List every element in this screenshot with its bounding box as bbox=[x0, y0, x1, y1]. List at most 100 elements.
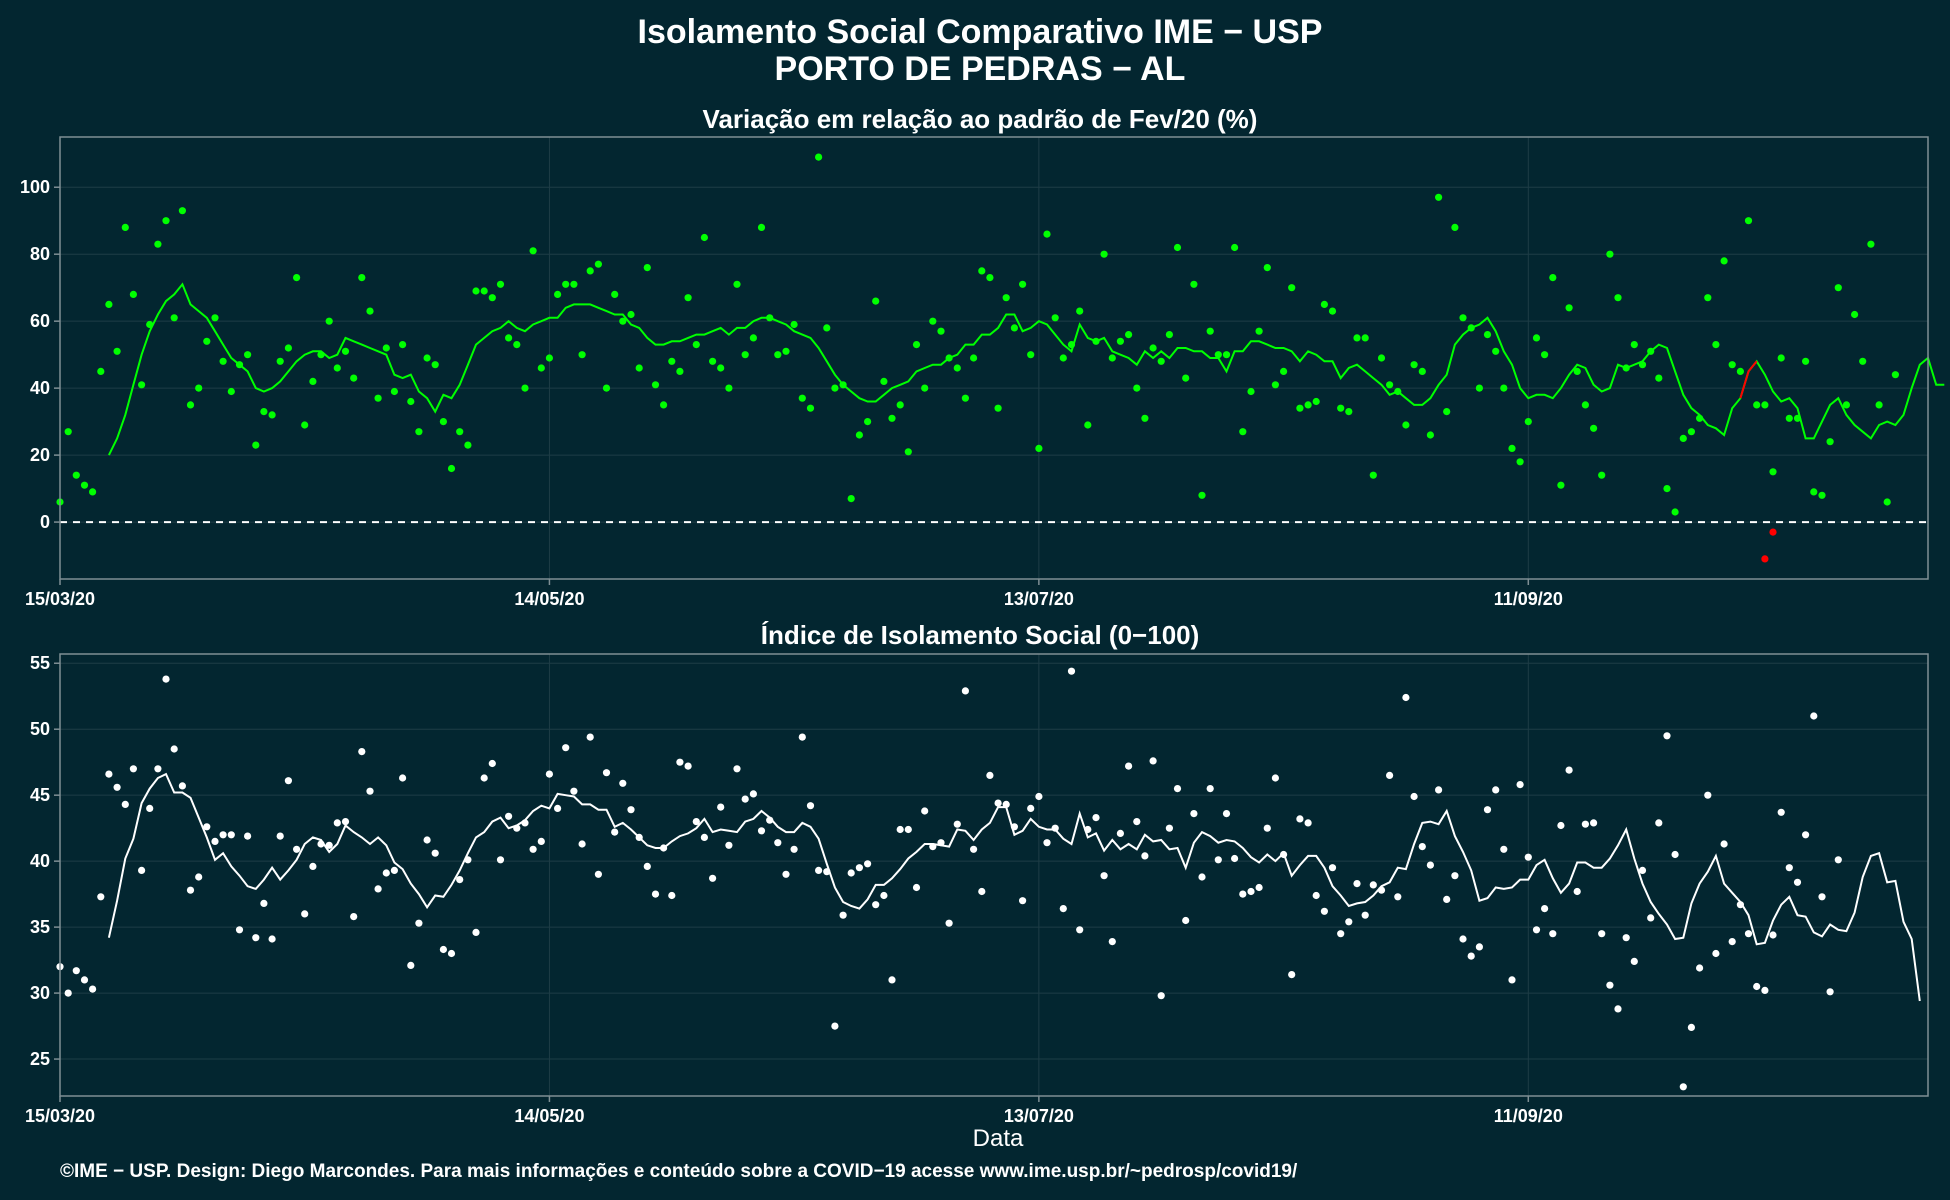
data-point bbox=[480, 774, 488, 782]
data-point bbox=[1638, 866, 1647, 875]
data-point bbox=[1704, 791, 1712, 799]
data-point bbox=[700, 833, 709, 842]
data-point bbox=[1043, 839, 1051, 847]
data-point bbox=[1671, 850, 1679, 859]
data-point bbox=[562, 744, 570, 752]
bottom-panel-title: Índice de Isolamento Social (0−100) bbox=[761, 620, 1200, 650]
data-point bbox=[978, 267, 986, 275]
data-point bbox=[749, 334, 758, 342]
data-point bbox=[537, 837, 545, 846]
x-tick-label: 11/09/20 bbox=[1494, 1106, 1563, 1126]
data-point bbox=[121, 800, 129, 809]
data-point bbox=[1524, 418, 1532, 426]
data-point bbox=[1834, 284, 1842, 292]
data-point bbox=[806, 802, 815, 810]
data-point bbox=[195, 873, 203, 881]
data-point bbox=[154, 765, 162, 773]
data-point bbox=[1704, 294, 1712, 302]
data-point bbox=[684, 294, 692, 302]
data-point bbox=[382, 869, 390, 877]
data-point bbox=[1606, 250, 1614, 258]
data-point bbox=[1288, 284, 1296, 292]
data-point bbox=[1475, 384, 1483, 392]
data-point bbox=[757, 223, 766, 231]
y-tick-label: 0 bbox=[40, 512, 50, 532]
data-point bbox=[1647, 914, 1655, 922]
data-point bbox=[872, 901, 880, 909]
data-point bbox=[350, 374, 358, 382]
data-point bbox=[864, 418, 872, 426]
data-point bbox=[1818, 491, 1826, 499]
data-point bbox=[1679, 434, 1687, 442]
data-point bbox=[904, 825, 912, 834]
data-point bbox=[113, 347, 121, 355]
data-point bbox=[1125, 331, 1133, 339]
data-point bbox=[1647, 347, 1655, 355]
data-point bbox=[1443, 895, 1451, 904]
x-tick-label: 14/05/20 bbox=[514, 1106, 584, 1126]
data-point bbox=[1508, 444, 1516, 452]
data-point bbox=[1206, 785, 1214, 793]
data-point bbox=[790, 320, 798, 329]
data-point bbox=[1386, 771, 1394, 780]
data-point bbox=[676, 758, 684, 766]
data-point bbox=[1826, 988, 1834, 996]
data-point bbox=[1125, 762, 1133, 770]
data-point bbox=[309, 377, 317, 385]
y-tick-label: 100 bbox=[20, 177, 50, 197]
data-point bbox=[211, 314, 219, 322]
data-point bbox=[1165, 331, 1173, 339]
chart-title-line2: PORTO DE PEDRAS − AL bbox=[775, 50, 1186, 88]
data-point bbox=[1565, 766, 1573, 774]
data-point bbox=[1116, 829, 1124, 838]
data-point bbox=[839, 381, 847, 389]
data-point bbox=[1059, 354, 1067, 362]
data-point bbox=[1263, 264, 1271, 272]
data-point bbox=[1255, 883, 1263, 892]
data-point bbox=[1687, 428, 1695, 436]
data-point bbox=[1753, 982, 1761, 991]
data-point bbox=[872, 297, 880, 305]
data-point bbox=[660, 844, 668, 852]
data-point bbox=[1867, 240, 1875, 248]
data-point bbox=[170, 314, 178, 322]
data-point bbox=[562, 280, 570, 288]
data-point bbox=[1035, 444, 1043, 452]
data-point bbox=[594, 260, 603, 268]
data-point bbox=[399, 774, 407, 782]
data-point bbox=[1092, 814, 1100, 822]
data-point bbox=[660, 401, 668, 409]
data-point bbox=[1769, 468, 1777, 476]
data-point bbox=[505, 334, 513, 342]
data-point bbox=[994, 404, 1002, 412]
data-point bbox=[733, 765, 741, 773]
data-point bbox=[1353, 334, 1361, 342]
data-point bbox=[1655, 374, 1663, 382]
data-point bbox=[929, 843, 937, 851]
data-point bbox=[350, 913, 358, 921]
data-point bbox=[1377, 886, 1386, 894]
data-point bbox=[186, 886, 195, 894]
data-point bbox=[431, 361, 439, 369]
data-point bbox=[1802, 831, 1810, 839]
data-point bbox=[1671, 508, 1679, 516]
data-point bbox=[1891, 371, 1899, 379]
data-point bbox=[1361, 334, 1369, 342]
x-tick-label: 15/03/20 bbox=[25, 589, 95, 609]
data-point bbox=[219, 357, 227, 365]
data-point bbox=[505, 812, 513, 820]
y-tick-label: 30 bbox=[30, 983, 50, 1003]
data-point bbox=[1826, 438, 1834, 446]
data-point bbox=[1051, 824, 1059, 832]
data-point bbox=[252, 934, 260, 942]
data-point bbox=[823, 324, 831, 332]
data-point bbox=[325, 841, 333, 849]
data-point bbox=[276, 357, 284, 365]
data-point bbox=[382, 344, 390, 352]
chart-title-line1: Isolamento Social Comparativo IME − USP bbox=[638, 13, 1323, 51]
data-point bbox=[496, 280, 505, 288]
data-point bbox=[1320, 300, 1328, 308]
data-point bbox=[1598, 471, 1606, 479]
data-point bbox=[1736, 901, 1744, 909]
